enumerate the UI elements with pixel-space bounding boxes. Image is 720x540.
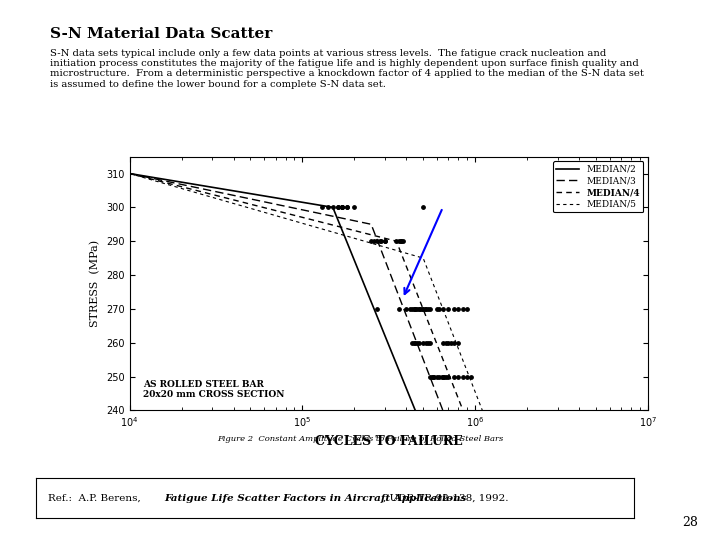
Point bbox=[422, 339, 433, 347]
Y-axis label: STRESS  (MPa): STRESS (MPa) bbox=[90, 240, 101, 327]
Point bbox=[438, 372, 450, 381]
Point bbox=[348, 203, 360, 212]
Point bbox=[443, 305, 454, 313]
Text: S-N Material Data Scatter: S-N Material Data Scatter bbox=[50, 27, 273, 41]
Point bbox=[453, 339, 464, 347]
Point bbox=[427, 372, 438, 381]
Point bbox=[369, 237, 380, 246]
Point bbox=[322, 203, 333, 212]
Point bbox=[341, 203, 352, 212]
Point bbox=[425, 305, 436, 313]
Point bbox=[332, 203, 343, 212]
Point bbox=[431, 372, 443, 381]
Text: 28: 28 bbox=[683, 516, 698, 529]
Point bbox=[453, 305, 464, 313]
Point bbox=[408, 305, 419, 313]
Point bbox=[418, 305, 429, 313]
Point bbox=[436, 372, 447, 381]
Point bbox=[443, 372, 454, 381]
Point bbox=[441, 339, 452, 347]
Text: Figure 2  Constant Amplitude Cycles to Failure of Rolled Steel Bars: Figure 2 Constant Amplitude Cycles to Fa… bbox=[217, 435, 503, 443]
Legend: MEDIAN/2, MEDIAN/3, MEDIAN/4, MEDIAN/5: MEDIAN/2, MEDIAN/3, MEDIAN/4, MEDIAN/5 bbox=[553, 161, 644, 212]
Point bbox=[336, 203, 348, 212]
Point bbox=[426, 372, 438, 381]
Point bbox=[413, 339, 424, 347]
Point bbox=[411, 305, 423, 313]
Point bbox=[336, 203, 348, 212]
Point bbox=[441, 372, 452, 381]
Point bbox=[372, 305, 383, 313]
Point bbox=[316, 203, 328, 212]
Point bbox=[453, 372, 464, 381]
Point bbox=[422, 305, 433, 313]
Point bbox=[425, 339, 436, 347]
Point bbox=[443, 339, 454, 347]
Point bbox=[379, 237, 391, 246]
Point bbox=[420, 305, 432, 313]
Point bbox=[418, 339, 429, 347]
Point bbox=[393, 237, 405, 246]
Text: , UDR-TR-92-138, 1992.: , UDR-TR-92-138, 1992. bbox=[382, 494, 508, 503]
Point bbox=[395, 237, 406, 246]
Point bbox=[393, 305, 405, 313]
Point bbox=[428, 372, 440, 381]
Point bbox=[448, 339, 459, 347]
Point bbox=[418, 203, 429, 212]
Point bbox=[410, 305, 421, 313]
Point bbox=[462, 305, 473, 313]
Point bbox=[420, 339, 432, 347]
Point bbox=[437, 339, 449, 347]
Point bbox=[336, 203, 348, 212]
Point bbox=[416, 305, 428, 313]
X-axis label: CYCLES TO FAILURE: CYCLES TO FAILURE bbox=[315, 435, 463, 448]
Point bbox=[379, 237, 391, 246]
Point bbox=[448, 305, 459, 313]
Point bbox=[391, 237, 402, 246]
Point bbox=[408, 339, 419, 347]
Point bbox=[433, 305, 445, 313]
Point bbox=[410, 339, 421, 347]
Text: AS ROLLED STEEL BAR
20x20 mm CROSS SECTION: AS ROLLED STEEL BAR 20x20 mm CROSS SECTI… bbox=[143, 380, 285, 400]
Point bbox=[462, 372, 473, 381]
Point bbox=[397, 237, 408, 246]
Point bbox=[466, 372, 477, 381]
Point bbox=[406, 305, 418, 313]
Point bbox=[431, 305, 443, 313]
Point bbox=[437, 372, 449, 381]
Text: Fatigue Life Scatter Factors in Aircraft Applications: Fatigue Life Scatter Factors in Aircraft… bbox=[164, 494, 467, 503]
Point bbox=[400, 305, 412, 313]
Point bbox=[406, 339, 418, 347]
Point bbox=[395, 237, 406, 246]
Point bbox=[410, 305, 421, 313]
Point bbox=[366, 237, 377, 246]
Point bbox=[433, 372, 445, 381]
Text: S-N data sets typical include only a few data points at various stress levels.  : S-N data sets typical include only a few… bbox=[50, 49, 644, 89]
Text: Ref.:  A.P. Berens,: Ref.: A.P. Berens, bbox=[48, 494, 144, 503]
Point bbox=[375, 237, 387, 246]
Point bbox=[405, 305, 416, 313]
Point bbox=[445, 339, 456, 347]
Point bbox=[437, 305, 449, 313]
Point bbox=[374, 237, 385, 246]
Point bbox=[341, 203, 352, 212]
Point bbox=[457, 305, 469, 313]
Point bbox=[419, 305, 431, 313]
Point bbox=[413, 305, 424, 313]
Point bbox=[448, 372, 459, 381]
Point bbox=[336, 203, 348, 212]
Point bbox=[414, 305, 426, 313]
Point bbox=[372, 237, 383, 246]
Point bbox=[425, 372, 436, 381]
Point bbox=[457, 372, 469, 381]
Point bbox=[327, 203, 338, 212]
Point bbox=[332, 203, 343, 212]
Point bbox=[411, 339, 423, 347]
